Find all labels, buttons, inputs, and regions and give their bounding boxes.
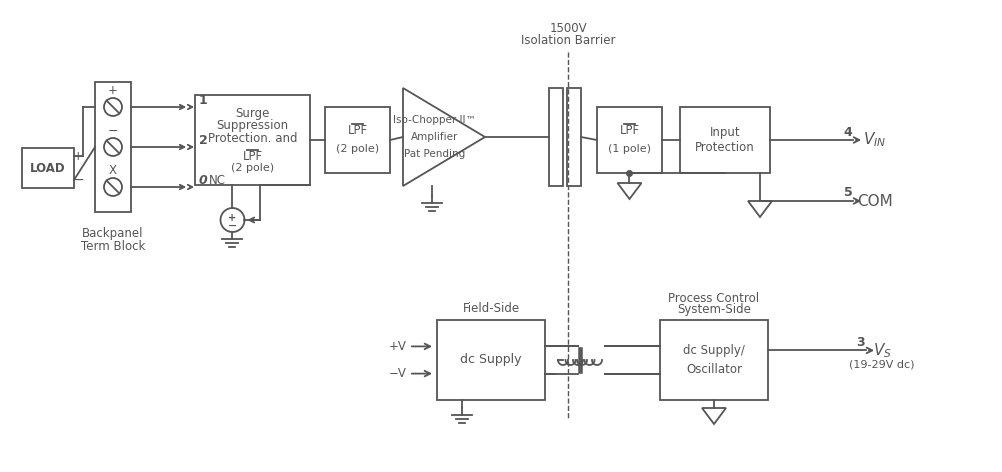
- Text: (2 pole): (2 pole): [336, 144, 379, 154]
- Text: Pat Pending: Pat Pending: [404, 149, 465, 159]
- Text: LPF: LPF: [242, 151, 263, 163]
- Text: (2 pole): (2 pole): [230, 163, 275, 173]
- Text: −: −: [108, 125, 118, 137]
- Text: dc Supply/: dc Supply/: [683, 344, 744, 357]
- Bar: [325, 107, 390, 173]
- Text: 0: 0: [198, 174, 207, 186]
- Text: +: +: [228, 213, 236, 223]
- Text: Amplifier: Amplifier: [411, 132, 458, 142]
- Text: dc Supply: dc Supply: [460, 354, 522, 366]
- Text: −V: −V: [389, 367, 407, 380]
- Text: 5: 5: [844, 186, 853, 200]
- Bar: [437, 320, 545, 400]
- Text: −: −: [227, 221, 237, 231]
- Text: Backpanel: Backpanel: [82, 228, 143, 241]
- Text: Suppression: Suppression: [216, 119, 289, 133]
- Text: $V_S$: $V_S$: [873, 341, 892, 360]
- Text: LPF: LPF: [619, 125, 639, 137]
- Bar: [195, 95, 310, 185]
- Text: Iso-Chopper II™: Iso-Chopper II™: [393, 115, 476, 126]
- Bar: [549, 88, 563, 186]
- Text: System-Side: System-Side: [677, 303, 750, 317]
- Text: LOAD: LOAD: [30, 161, 66, 175]
- Text: Oscillator: Oscillator: [686, 363, 742, 376]
- Text: Input: Input: [709, 126, 740, 139]
- Bar: [567, 88, 581, 186]
- Bar: [22, 148, 74, 188]
- Bar: [680, 107, 770, 173]
- Text: +: +: [108, 84, 118, 98]
- Text: Isolation Barrier: Isolation Barrier: [521, 34, 615, 47]
- Text: 1: 1: [198, 93, 207, 107]
- Text: (1 pole): (1 pole): [608, 144, 651, 154]
- Text: LPF: LPF: [348, 125, 368, 137]
- Text: 2: 2: [198, 134, 207, 146]
- Text: Term Block: Term Block: [81, 239, 145, 253]
- Text: −: −: [72, 173, 84, 187]
- Text: +: +: [73, 150, 83, 162]
- Text: X: X: [109, 165, 117, 177]
- Bar: [95, 82, 131, 212]
- Text: 4: 4: [844, 126, 853, 138]
- Text: (19-29V dc): (19-29V dc): [850, 359, 915, 370]
- Text: Surge: Surge: [235, 107, 270, 119]
- Text: 1500V: 1500V: [549, 22, 587, 34]
- Text: COM: COM: [857, 194, 893, 209]
- Text: Protection: Protection: [695, 142, 755, 154]
- Text: NC: NC: [208, 174, 225, 186]
- Text: Protection. and: Protection. and: [207, 133, 298, 145]
- Text: Process Control: Process Control: [668, 292, 760, 304]
- Text: $V_{IN}$: $V_{IN}$: [864, 131, 887, 149]
- Text: 3: 3: [857, 336, 866, 349]
- Bar: [597, 107, 662, 173]
- Text: Field-Side: Field-Side: [463, 302, 520, 314]
- Text: +V: +V: [389, 340, 407, 353]
- Bar: [660, 320, 768, 400]
